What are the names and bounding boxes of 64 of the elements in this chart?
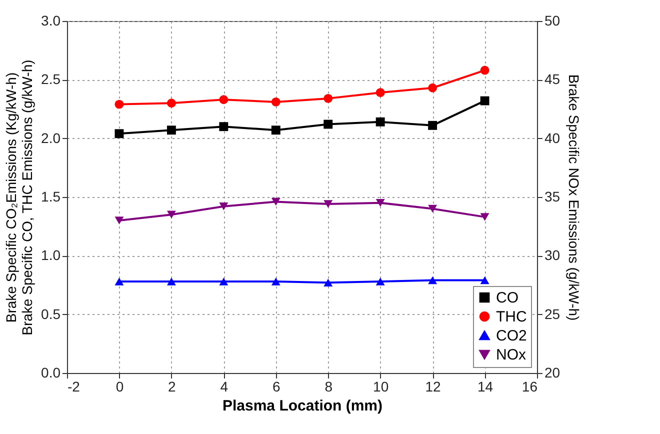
text: Brake Specific CO₂Emissions (Kg/kW-h) [3, 72, 20, 323]
point [114, 129, 124, 138]
point [166, 278, 176, 286]
point [271, 198, 280, 206]
point [219, 278, 228, 286]
x-tick-label: 4 [220, 378, 228, 394]
y-tick-label: 1.5 [41, 188, 61, 204]
point [166, 98, 176, 108]
point [324, 278, 333, 287]
y-axis-title: Brake Specific CO, THC Emissions (g/kW-h) [19, 60, 36, 336]
legend-label: THC [496, 308, 527, 326]
point [166, 210, 176, 218]
point [376, 117, 385, 126]
point [219, 95, 228, 104]
point [219, 202, 228, 210]
y2-tick-label: 35 [544, 188, 560, 204]
point [114, 216, 124, 224]
point [271, 97, 280, 106]
point [271, 278, 280, 286]
point [114, 100, 124, 109]
point [114, 278, 124, 286]
point [219, 122, 228, 132]
y2-tick-label: 30 [544, 247, 560, 264]
y2-tick-label: 40 [544, 130, 560, 146]
x-tick-label: -2 [68, 378, 80, 394]
y-tick-label: 0.5 [41, 306, 61, 322]
x-tick-label: 2 [168, 378, 176, 394]
y-tick-label: 2.0 [41, 130, 61, 146]
x-tick-label: 14 [477, 378, 494, 394]
point [480, 96, 490, 106]
point [480, 213, 490, 221]
y-tick-label: 1.0 [41, 247, 61, 264]
legend-label: CO2 [496, 328, 527, 344]
y2-tick-label: 45 [544, 71, 560, 88]
y2-axis-title: Brake Specific NOx Emissions (g/kW-h) [566, 74, 582, 321]
x-tick-label: 0 [116, 378, 124, 394]
y-tick-label: 2.5 [41, 71, 61, 88]
y-tick-label: 3.0 [41, 12, 61, 28]
point [166, 126, 176, 135]
point [480, 276, 490, 284]
legend-label: CO [496, 290, 518, 306]
point [480, 66, 490, 75]
x-tick-label: 16 [522, 378, 538, 394]
y2-tick-label: 25 [544, 306, 560, 322]
x-tick-label: 6 [272, 378, 280, 394]
point [376, 198, 385, 207]
point [324, 120, 333, 129]
point [376, 88, 385, 98]
y-tick-label: 0.0 [41, 364, 61, 380]
point [428, 120, 438, 130]
point [324, 200, 333, 208]
y2-tick-label: 20 [544, 364, 560, 380]
x-axis-title: Plasma Location (mm) [222, 398, 383, 414]
x-tick-label: 10 [373, 378, 389, 394]
point [271, 126, 280, 135]
y2-tick-label: 50 [544, 12, 560, 28]
point [324, 94, 333, 103]
point [428, 276, 438, 284]
point [376, 278, 385, 286]
x-tick-label: 8 [324, 378, 333, 394]
legend-label: NOx [496, 346, 526, 364]
x-tick-label: 12 [425, 378, 442, 394]
point [428, 83, 438, 92]
point [428, 204, 438, 213]
